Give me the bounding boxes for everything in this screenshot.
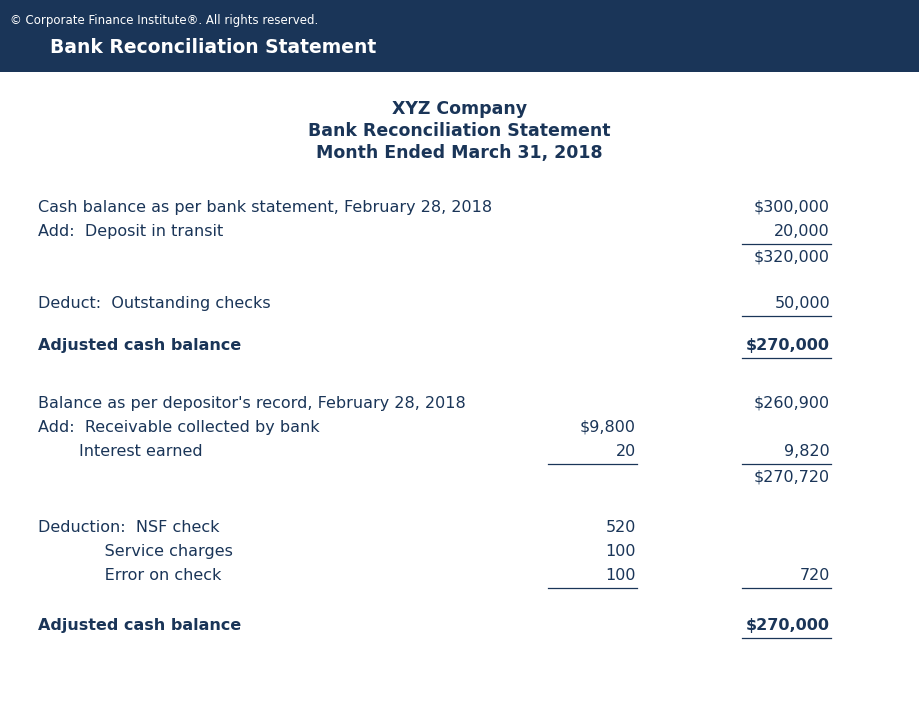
- Text: Interest earned: Interest earned: [38, 444, 202, 459]
- Text: Service charges: Service charges: [38, 544, 233, 559]
- Text: 720: 720: [800, 568, 830, 583]
- Text: Deduct:  Outstanding checks: Deduct: Outstanding checks: [38, 296, 270, 311]
- Text: Balance as per depositor's record, February 28, 2018: Balance as per depositor's record, Febru…: [38, 396, 466, 411]
- Text: © Corporate Finance Institute®. All rights reserved.: © Corporate Finance Institute®. All righ…: [10, 14, 318, 27]
- Text: 50,000: 50,000: [774, 296, 830, 311]
- Bar: [0, 0, 919, 72]
- Text: $9,800: $9,800: [580, 420, 636, 435]
- Text: $260,900: $260,900: [754, 396, 830, 411]
- Text: Add:  Deposit in transit: Add: Deposit in transit: [38, 224, 223, 239]
- Text: $270,000: $270,000: [746, 618, 830, 633]
- Text: Error on check: Error on check: [38, 568, 221, 583]
- Text: $320,000: $320,000: [754, 250, 830, 265]
- Text: 20: 20: [616, 444, 636, 459]
- Text: 100: 100: [606, 568, 636, 583]
- Text: $300,000: $300,000: [754, 200, 830, 215]
- Text: $270,720: $270,720: [754, 470, 830, 485]
- Text: Cash balance as per bank statement, February 28, 2018: Cash balance as per bank statement, Febr…: [38, 200, 493, 215]
- Text: Adjusted cash balance: Adjusted cash balance: [38, 338, 242, 353]
- Text: Deduction:  NSF check: Deduction: NSF check: [38, 520, 220, 535]
- Text: 9,820: 9,820: [784, 444, 830, 459]
- Text: Add:  Receivable collected by bank: Add: Receivable collected by bank: [38, 420, 320, 435]
- Text: XYZ Company: XYZ Company: [391, 100, 528, 118]
- Text: 520: 520: [606, 520, 636, 535]
- Text: 100: 100: [606, 544, 636, 559]
- Text: Month Ended March 31, 2018: Month Ended March 31, 2018: [316, 144, 603, 162]
- Text: $270,000: $270,000: [746, 338, 830, 353]
- Text: Adjusted cash balance: Adjusted cash balance: [38, 618, 242, 633]
- Text: 20,000: 20,000: [774, 224, 830, 239]
- Text: Bank Reconciliation Statement: Bank Reconciliation Statement: [308, 122, 611, 140]
- Text: Bank Reconciliation Statement: Bank Reconciliation Statement: [50, 38, 376, 57]
